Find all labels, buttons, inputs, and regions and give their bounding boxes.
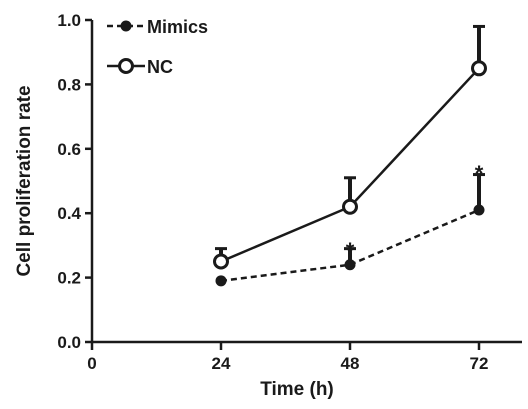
- legend-item-nc: NC: [107, 57, 173, 77]
- x-tick-label: 72: [470, 354, 489, 373]
- x-axis-label: Time (h): [260, 379, 334, 400]
- significance-marker: *: [475, 161, 484, 186]
- x-tick-label: 48: [341, 354, 360, 373]
- series-mimics: [215, 173, 485, 287]
- y-tick-label: 0.6: [57, 140, 81, 159]
- annotations: **: [346, 161, 484, 263]
- series-layer: [213, 24, 487, 287]
- legend-label: Mimics: [147, 17, 208, 37]
- legend-item-mimics: Mimics: [107, 17, 208, 37]
- y-tick-label: 0.4: [57, 204, 81, 223]
- series-nc: [213, 24, 487, 270]
- data-point: [473, 204, 485, 216]
- y-tick-label: 0.2: [57, 269, 81, 288]
- data-point: [215, 275, 227, 287]
- axes: 0.0 0.2 0.4 0.6 0.8 1.0 0 24 48 72 Time (h) Cell pr…: [14, 11, 522, 400]
- significance-marker: *: [346, 238, 355, 263]
- legend-label: NC: [147, 57, 173, 77]
- data-point: [342, 198, 358, 215]
- y-axis-label: Cell proliferation rate: [14, 85, 35, 276]
- x-tick-label: 24: [212, 354, 231, 373]
- legend-marker: [120, 20, 132, 32]
- data-point: [471, 60, 487, 77]
- data-point: [344, 259, 356, 271]
- y-tick-label: 1.0: [57, 11, 81, 30]
- x-tick-label: 0: [87, 354, 96, 373]
- y-tick-label: 0.0: [57, 333, 81, 352]
- series-line: [220, 67, 480, 263]
- legend-marker: [118, 58, 134, 74]
- data-point: [213, 253, 229, 270]
- legend: Mimics NC: [107, 17, 208, 77]
- y-tick-label: 0.8: [57, 75, 81, 94]
